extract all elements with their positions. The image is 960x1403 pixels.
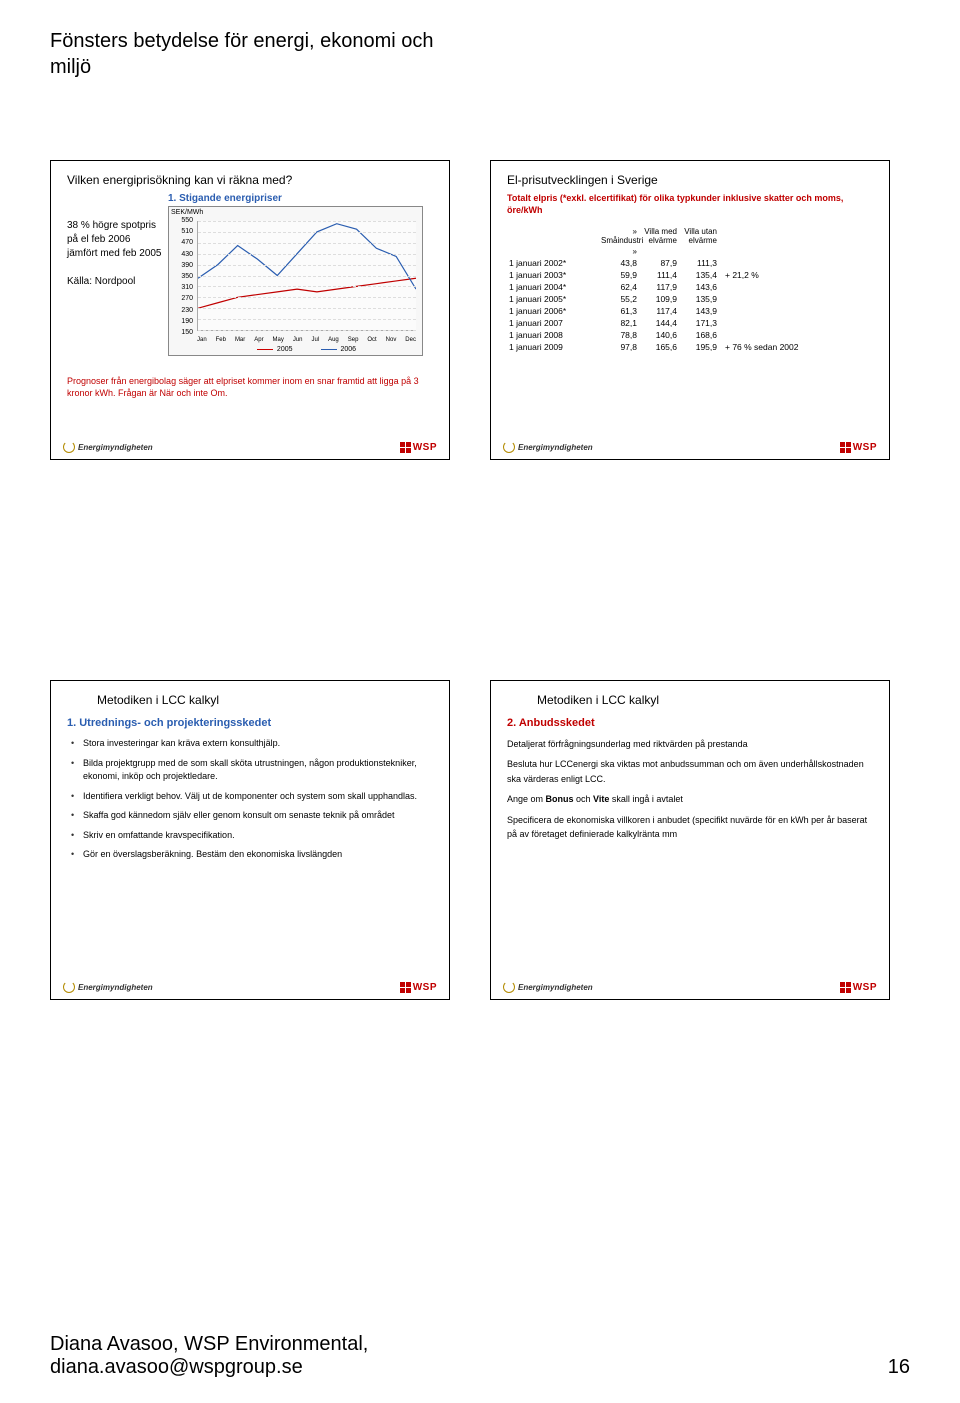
line-chart: SEK/MWh JanFebMarAprMayJunJulAugSepOctNo… [168,206,423,356]
price-table: » Småindustri Villa med elvärme Villa ut… [507,226,873,353]
slide1-source: Källa: Nordpool [67,275,162,289]
slide4-title: Metodiken i LCC kalkyl [537,693,873,707]
list-item: Skaffa god kännedom själv eller genom ko… [71,809,433,823]
slide3-title: Metodiken i LCC kalkyl [97,693,433,707]
col-villa-utan: Villa utan elvärme [679,226,719,246]
chart-legend: 2005 2006 [197,346,416,353]
slide1-chart-heading: 1. Stigande energipriser [168,193,423,204]
slide1-stat: 38 % högre spotpris på el feb 2006 jämfö… [67,219,162,261]
list-item: Specificera de ekonomiska villkoren i an… [507,813,873,842]
wsp-logo: WSP [400,982,437,993]
slide3-heading: 1. Utrednings- och projekteringsskedet [67,717,433,729]
footer-author-2: diana.avasoo@wspgroup.se [50,1356,368,1379]
energimyndigheten-logo: Energimyndigheten [63,981,153,993]
list-item: Bilda projektgrupp med de som skall sköt… [71,757,433,784]
col-smaindustri: Småindustri [601,236,643,245]
list-item: Gör en överslagsberäkning. Bestäm den ek… [71,848,433,862]
table-row: 1 januari 200997,8165,6195,9+ 76 % sedan… [507,341,873,353]
slide1-title: Vilken energiprisökning kan vi räkna med… [67,173,433,187]
page: Fönsters betydelse för energi, ekonomi o… [0,0,960,1403]
slide1-red-note: Prognoser från energibolag säger att elp… [67,376,433,399]
slide1-left-text: . 38 % högre spotpris på el feb 2006 jäm… [67,193,162,356]
page-number: 16 [888,1356,910,1379]
list-item: Identifiera verkligt behov. Välj ut de k… [71,790,433,804]
energimyndigheten-logo: Energimyndigheten [503,981,593,993]
list-item: Ange om Bonus och Vite skall ingå i avta… [507,792,873,806]
list-item: Besluta hur LCCenergi ska viktas mot anb… [507,757,873,786]
slide4-heading: 2. Anbudsskedet [507,717,873,729]
slide-row-2: Metodiken i LCC kalkyl 1. Utrednings- oc… [50,680,910,1000]
table-row: 1 januari 2003*59,9111,4135,4+ 21,2 % [507,269,873,281]
slide4-lines: Detaljerat förfrågningsunderlag med rikt… [507,737,873,841]
list-item: Detaljerat förfrågningsunderlag med rikt… [507,737,873,751]
list-item: Skriv en omfattande kravspecifikation. [71,829,433,843]
table-row: 1 januari 2005*55,2109,9135,9 [507,293,873,305]
chart-y-unit: SEK/MWh [171,209,203,216]
slide-row-1: Vilken energiprisökning kan vi räkna med… [50,160,910,460]
slide-energy-price-increase: Vilken energiprisökning kan vi räkna med… [50,160,450,460]
wsp-logo: WSP [400,442,437,453]
legend-2006: 2006 [341,346,357,353]
table-row: 1 januari 200878,8140,6168,6 [507,329,873,341]
wsp-logo: WSP [840,442,877,453]
table-row: 1 januari 2004*62,4117,9143,6 [507,281,873,293]
slide2-title: El-prisutvecklingen i Sverige [507,173,873,187]
document-title: Fönsters betydelse för energi, ekonomi o… [50,28,450,80]
footer-author-1: Diana Avasoo, WSP Environmental, [50,1333,368,1356]
slide3-bullets: Stora investeringar kan kräva extern kon… [67,737,433,862]
wsp-logo: WSP [840,982,877,993]
slide-price-development: El-prisutvecklingen i Sverige Totalt elp… [490,160,890,460]
energimyndigheten-logo: Energimyndigheten [63,441,153,453]
energimyndigheten-logo: Energimyndigheten [503,441,593,453]
slide2-subtitle: Totalt elpris (*exkl. elcertifikat) för … [507,193,873,216]
legend-2005: 2005 [277,346,293,353]
table-row: 1 januari 2006*61,3117,4143,9 [507,305,873,317]
table-row: 1 januari 200782,1144,4171,3 [507,317,873,329]
page-footer: Diana Avasoo, WSP Environmental, diana.a… [50,1333,910,1379]
table-row: 1 januari 2002*43,887,9111,3 [507,257,873,269]
slide-lcc-method-2: Metodiken i LCC kalkyl 2. Anbudsskedet D… [490,680,890,1000]
col-villa-med: Villa med elvärme [639,226,679,246]
slide-lcc-method-1: Metodiken i LCC kalkyl 1. Utrednings- oc… [50,680,450,1000]
list-item: Stora investeringar kan kräva extern kon… [71,737,433,751]
